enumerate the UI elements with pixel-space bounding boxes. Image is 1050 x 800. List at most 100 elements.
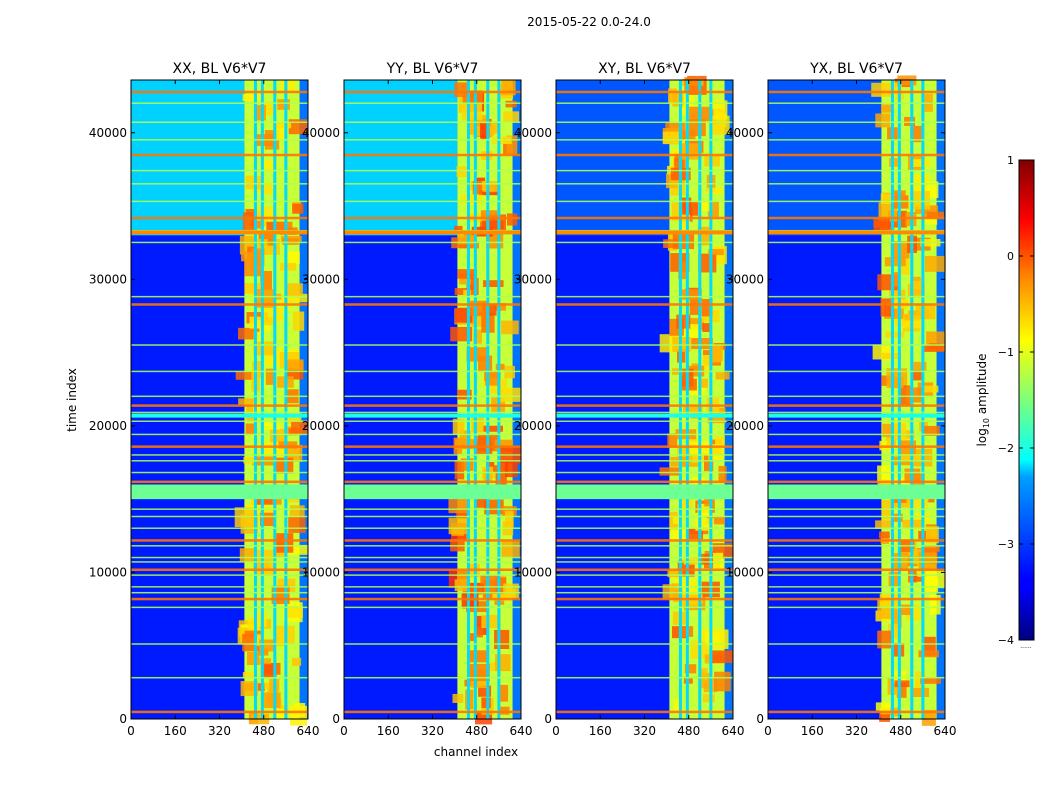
band-edge — [936, 80, 945, 719]
band-blob — [924, 255, 946, 272]
rfi-line — [768, 153, 945, 157]
band-column — [260, 80, 264, 719]
rfi-line — [131, 139, 308, 141]
rfi-line — [131, 153, 308, 157]
band-blob — [290, 705, 308, 726]
rfi-line — [131, 591, 308, 594]
band-blob — [292, 311, 305, 331]
rfi-line — [344, 545, 521, 547]
rfi-line — [768, 508, 945, 510]
band-blob — [881, 104, 895, 113]
rfi-line — [344, 200, 521, 203]
band-blob — [472, 180, 482, 195]
rfi-line — [131, 676, 308, 679]
rfi-line — [768, 139, 945, 141]
x-tick-label: 160 — [801, 724, 824, 738]
rfi-line — [556, 597, 733, 601]
x-tick-label: 640 — [934, 724, 957, 738]
band-blob — [469, 650, 487, 663]
rfi-line — [344, 433, 521, 436]
band-blob — [286, 251, 300, 265]
rfi-line — [556, 591, 733, 594]
rfi-band-strong — [344, 230, 521, 235]
panel-title: XX, BL V6*V7 — [173, 61, 267, 77]
band-blob — [474, 627, 483, 638]
rfi-line — [768, 597, 945, 601]
band-blob — [290, 293, 308, 303]
band-blob — [923, 345, 944, 352]
rfi-band-strong — [768, 230, 945, 235]
band-column — [486, 80, 490, 719]
band-blob — [879, 593, 899, 608]
band-blob — [684, 664, 697, 674]
colorbar-tick-label: −1 — [998, 346, 1014, 359]
band-column — [698, 80, 702, 719]
rfi-line — [768, 200, 945, 203]
rfi-line — [556, 480, 733, 484]
rfi-line — [344, 216, 521, 220]
colorbar-dotted-mark: ...... — [1020, 643, 1032, 650]
rfi-line — [344, 556, 521, 559]
band-blob — [263, 422, 280, 430]
band-blob — [454, 460, 465, 480]
band-blob — [274, 221, 293, 230]
heatmap-panels: XX, BL V6*V7 0 160 320 480 640 0 10000 20000 3000… — [89, 61, 957, 738]
rfi-line — [131, 480, 308, 484]
band-blob — [911, 687, 930, 698]
rfi-line — [344, 370, 521, 373]
band-blob — [473, 329, 482, 344]
x-tick-label: 480 — [677, 724, 700, 738]
y-tick-label: 40000 — [726, 126, 764, 140]
rfi-line — [344, 508, 521, 510]
rfi-line — [131, 433, 308, 436]
rfi-line — [556, 404, 733, 407]
band-blob — [288, 517, 306, 533]
rfi-line — [344, 139, 521, 141]
band-blob — [911, 573, 925, 582]
band-blob — [679, 214, 690, 235]
rfi-line — [768, 539, 945, 542]
upper-region — [131, 80, 245, 236]
rfi-line — [344, 568, 521, 572]
rfi-band-mid — [131, 413, 308, 418]
rfi-band-mid — [344, 413, 521, 418]
rfi-line — [344, 527, 521, 529]
band-blob — [699, 673, 711, 689]
band-blob — [272, 121, 292, 129]
rfi-line — [131, 370, 308, 373]
band-blob — [922, 425, 940, 436]
rfi-line — [344, 153, 521, 157]
rfi-line — [131, 420, 308, 422]
band-blob — [714, 436, 725, 447]
colorbar: 10−1−2−3−4 log10 amplitude ...... — [975, 154, 1035, 650]
band-blob — [925, 526, 939, 544]
band-blob — [884, 257, 906, 267]
rfi-line — [344, 395, 521, 398]
band-blob — [481, 614, 501, 629]
y-tick-label: 40000 — [514, 126, 552, 140]
rfi-line — [556, 508, 733, 510]
band-blob — [921, 385, 939, 393]
band-blob — [686, 528, 704, 540]
band-blob — [911, 159, 930, 167]
band-blob — [877, 630, 892, 649]
rfi-line — [768, 545, 945, 547]
rfi-line — [556, 303, 733, 306]
band-column — [897, 80, 901, 719]
rfi-line — [768, 169, 945, 172]
band-blob — [871, 82, 893, 97]
band-blob — [680, 289, 702, 300]
band-column — [921, 80, 925, 719]
band-blob — [698, 553, 721, 565]
band-blob — [481, 220, 504, 230]
band-blob — [929, 594, 941, 615]
rfi-line — [556, 606, 733, 609]
band-blob — [240, 681, 259, 697]
band-blob — [284, 444, 303, 462]
band-blob — [278, 441, 298, 449]
band-blob — [697, 226, 710, 246]
rfi-line — [768, 556, 945, 559]
band-blob — [899, 604, 911, 615]
band-blob — [879, 531, 890, 539]
upper-region — [344, 80, 458, 236]
